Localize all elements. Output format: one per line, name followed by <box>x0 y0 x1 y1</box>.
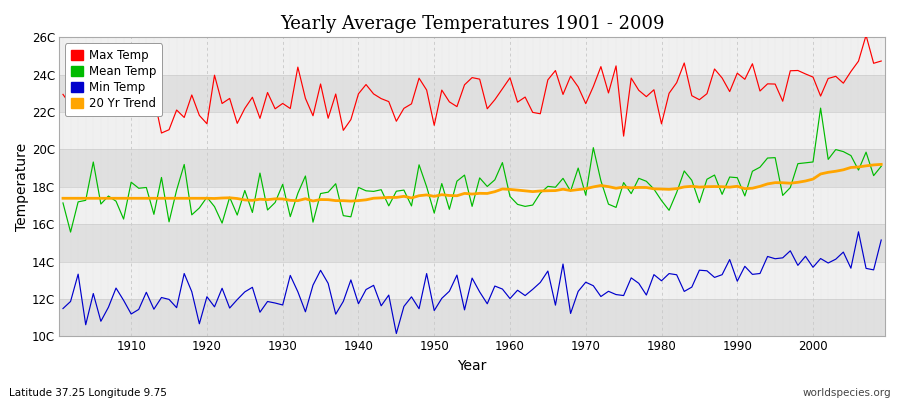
Max Temp <box>285 106 296 111</box>
Mean Temp <box>505 194 516 199</box>
Max Temp <box>596 64 607 69</box>
Max Temp <box>876 59 886 64</box>
Line: 20 Yr Trend: 20 Yr Trend <box>63 164 881 201</box>
Max Temp <box>118 107 129 112</box>
20 Yr Trend <box>330 198 341 203</box>
20 Yr Trend <box>285 198 296 203</box>
Bar <box>59 187 885 224</box>
Min Temp <box>330 312 341 316</box>
Min Temp <box>512 288 523 293</box>
Min Temp <box>285 273 296 278</box>
20 Yr Trend <box>346 199 356 204</box>
Max Temp <box>497 86 508 91</box>
Legend: Max Temp, Mean Temp, Min Temp, 20 Yr Trend: Max Temp, Mean Temp, Min Temp, 20 Yr Tre… <box>65 43 162 116</box>
Bar <box>59 262 885 299</box>
20 Yr Trend <box>876 162 886 167</box>
20 Yr Trend <box>603 184 614 189</box>
Max Temp <box>860 33 871 38</box>
Mean Temp <box>512 202 523 207</box>
Mean Temp <box>292 191 303 196</box>
Max Temp <box>505 76 516 80</box>
Min Temp <box>853 230 864 234</box>
Max Temp <box>330 92 341 96</box>
Line: Min Temp: Min Temp <box>63 232 881 334</box>
Min Temp <box>58 306 68 311</box>
Max Temp <box>58 92 68 97</box>
Max Temp <box>618 134 629 138</box>
Min Temp <box>603 289 614 294</box>
Mean Temp <box>815 106 826 110</box>
Bar <box>59 299 885 336</box>
Bar <box>59 224 885 262</box>
Bar <box>59 37 885 75</box>
Min Temp <box>876 238 886 242</box>
Min Temp <box>391 331 401 336</box>
X-axis label: Year: Year <box>457 359 487 373</box>
Mean Temp <box>58 200 68 205</box>
Text: worldspecies.org: worldspecies.org <box>803 388 891 398</box>
Mean Temp <box>338 213 348 218</box>
20 Yr Trend <box>58 196 68 201</box>
Line: Max Temp: Max Temp <box>63 35 881 136</box>
Line: Mean Temp: Mean Temp <box>63 108 881 232</box>
Title: Yearly Average Temperatures 1901 - 2009: Yearly Average Temperatures 1901 - 2009 <box>280 15 664 33</box>
Y-axis label: Temperature: Temperature <box>15 143 29 231</box>
20 Yr Trend <box>512 188 523 192</box>
Mean Temp <box>65 230 76 234</box>
Bar <box>59 150 885 187</box>
Mean Temp <box>876 164 886 169</box>
Mean Temp <box>603 202 614 206</box>
Min Temp <box>505 296 516 301</box>
Mean Temp <box>126 180 137 185</box>
Bar <box>59 75 885 112</box>
Bar <box>59 112 885 150</box>
Min Temp <box>118 298 129 303</box>
20 Yr Trend <box>505 187 516 192</box>
Text: Latitude 37.25 Longitude 9.75: Latitude 37.25 Longitude 9.75 <box>9 388 166 398</box>
20 Yr Trend <box>118 196 129 201</box>
